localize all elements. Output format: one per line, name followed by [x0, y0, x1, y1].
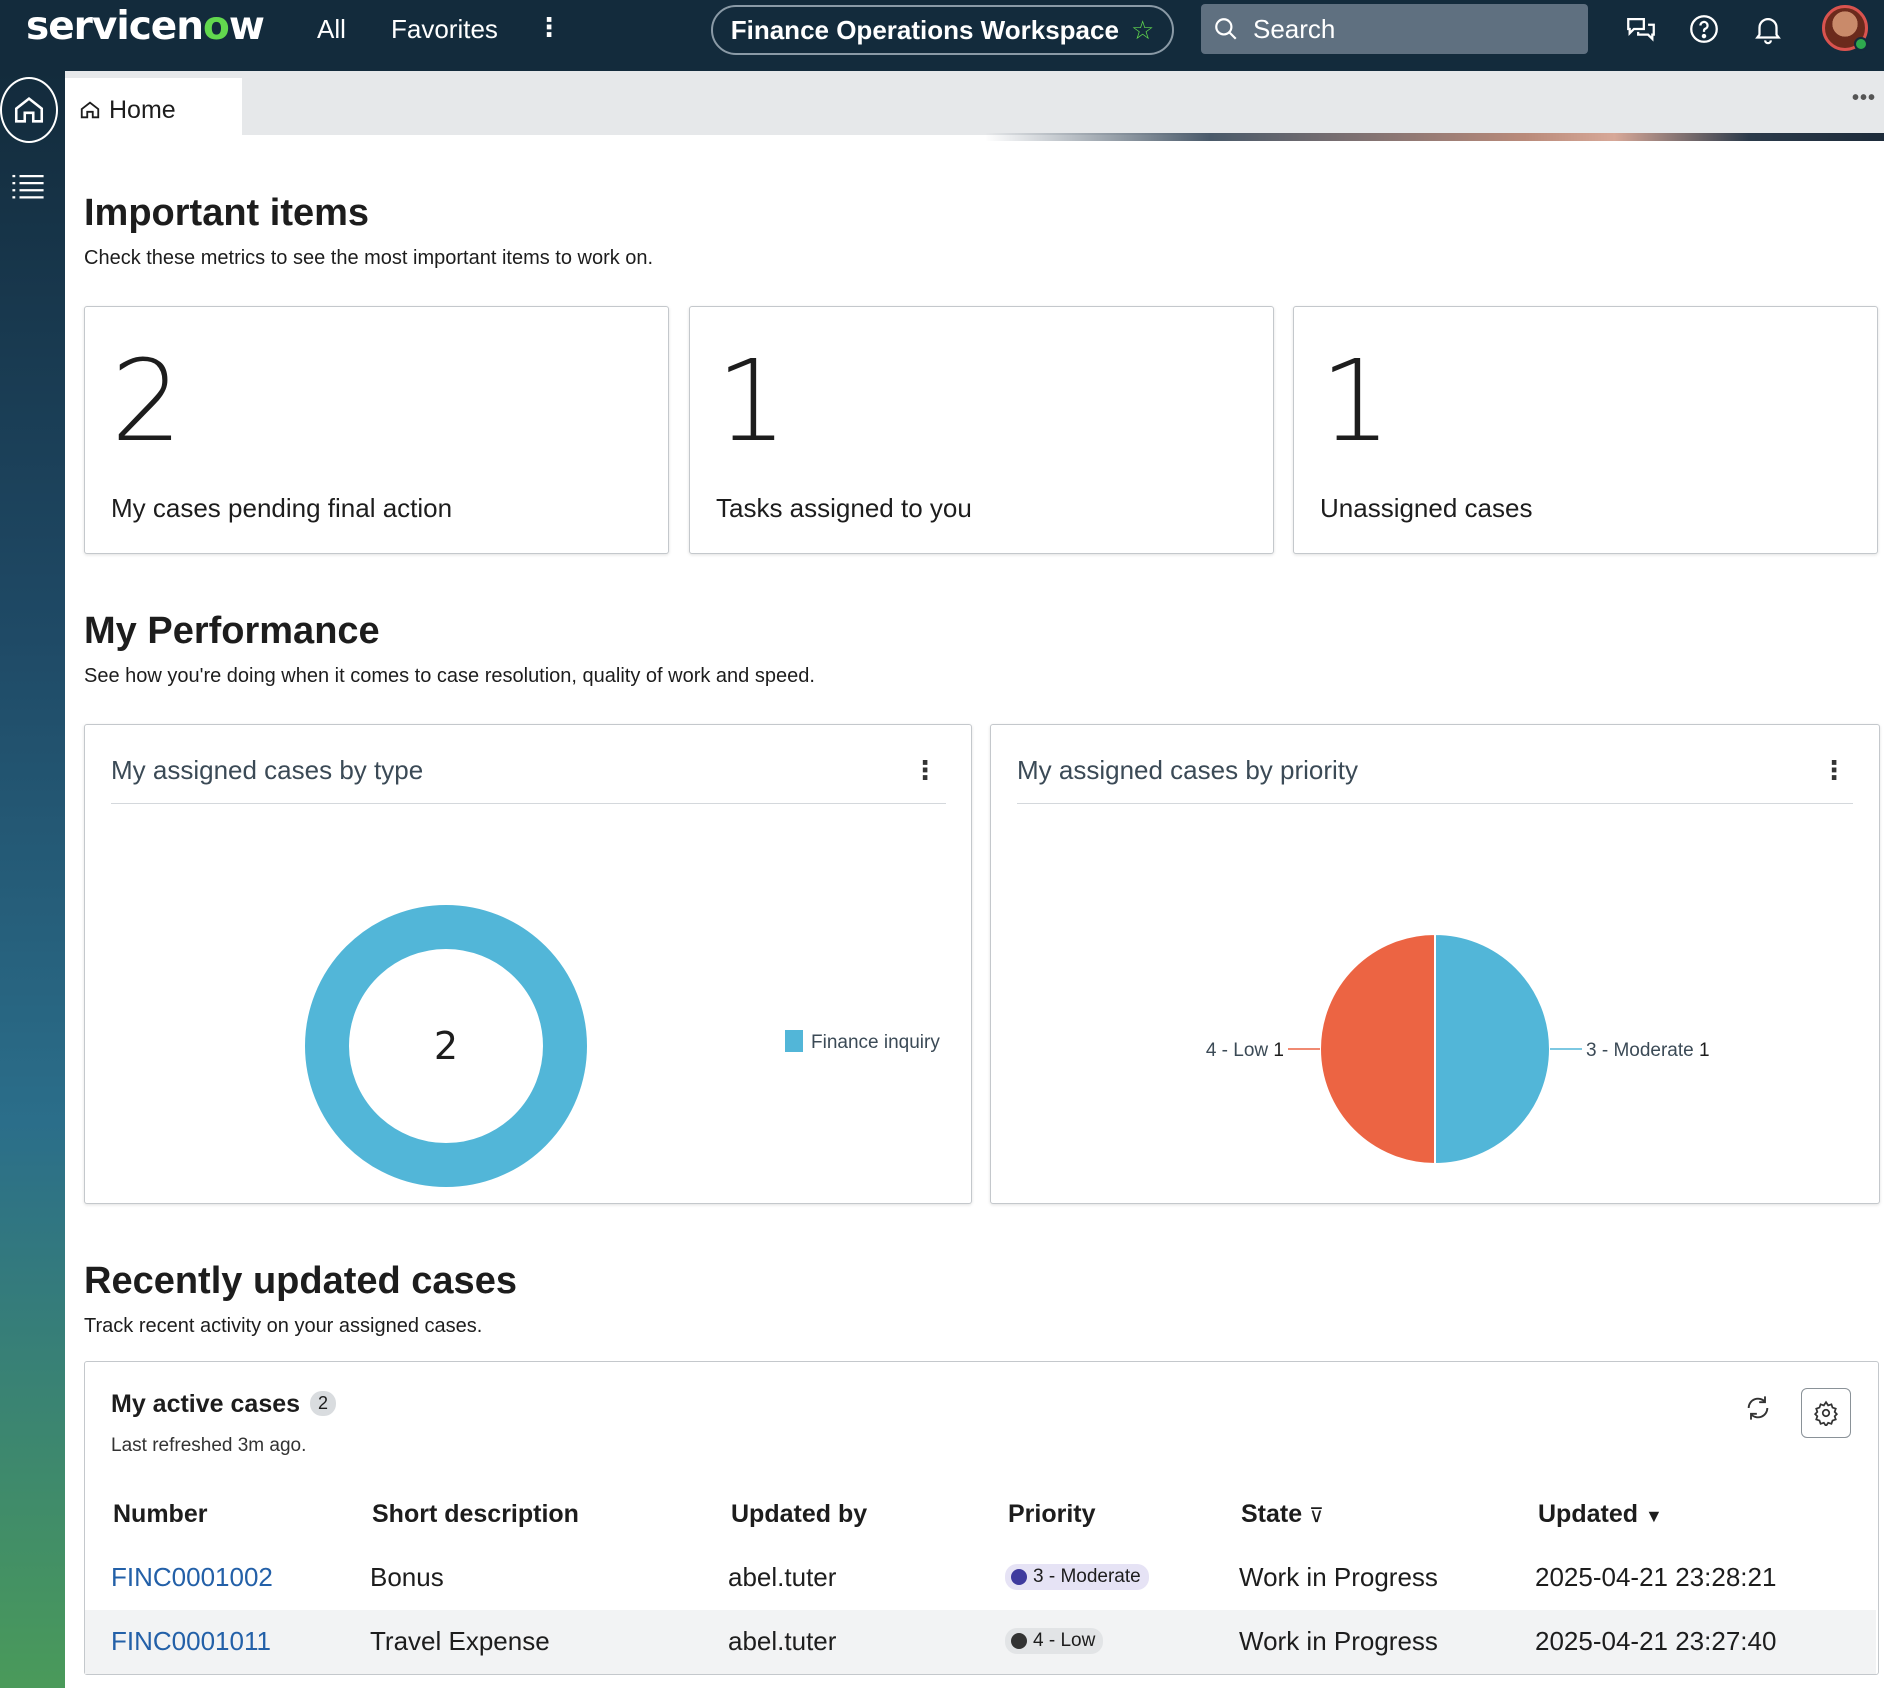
- case-state: Work in Progress: [1239, 1626, 1438, 1656]
- filter-icon[interactable]: ⊽: [1309, 1505, 1324, 1527]
- chart-card-cases-by-type: My assigned cases by type ⋮ 2 Finance inq…: [84, 724, 972, 1204]
- more-menu-icon[interactable]: ⋮: [536, 12, 562, 42]
- all-menu-button[interactable]: All: [317, 14, 346, 44]
- card-divider: [111, 803, 946, 804]
- column-header-updated-by[interactable]: Updated by: [731, 1500, 868, 1528]
- priority-badge: 3 - Moderate: [1005, 1564, 1149, 1590]
- pie-value-label: 1: [1699, 1040, 1710, 1061]
- metric-card-unassigned-cases[interactable]: 1 Unassigned cases: [1293, 306, 1878, 554]
- search-input[interactable]: [1253, 13, 1553, 45]
- priority-badge: 4 - Low: [1005, 1628, 1104, 1654]
- case-state: Work in Progress: [1239, 1562, 1438, 1592]
- hero-banner-strip: [985, 133, 1884, 141]
- help-icon[interactable]: [1687, 12, 1721, 46]
- card-divider: [1017, 803, 1853, 804]
- search-icon: [1215, 18, 1237, 40]
- home-icon: [14, 97, 44, 123]
- priority-dot: [1011, 1633, 1027, 1649]
- column-header-updated[interactable]: Updated ▼: [1538, 1500, 1663, 1528]
- tab-home-label: Home: [109, 95, 176, 124]
- metric-value: 1: [716, 337, 788, 467]
- tab-overflow-menu-icon[interactable]: •••: [1851, 87, 1876, 109]
- notifications-bell-icon[interactable]: [1751, 12, 1785, 46]
- table-row[interactable]: FINC0001002 Bonus abel.tuter 3 - Moderat…: [85, 1546, 1876, 1610]
- home-icon: [80, 101, 100, 119]
- my-performance-subtitle: See how you're doing when it comes to ca…: [84, 665, 815, 687]
- column-header-number[interactable]: Number: [113, 1500, 208, 1528]
- pie-slice: [1319, 932, 1436, 1166]
- tab-home[interactable]: Home: [65, 78, 242, 142]
- case-updated-by: abel.tuter: [728, 1626, 837, 1656]
- workspace-title-pill[interactable]: Finance Operations Workspace ☆: [711, 5, 1174, 55]
- donut-segment: [305, 905, 587, 1187]
- favorites-menu-button[interactable]: Favorites: [391, 14, 498, 44]
- pie-chart: 3 - Moderate 14 - Low 1: [1206, 932, 1710, 1166]
- left-rail: [0, 71, 65, 1688]
- donut-chart: 2 Finance inquiry: [305, 905, 940, 1187]
- priority-dot: [1011, 1569, 1027, 1585]
- table-row[interactable]: FINC0001011 Travel Expense abel.tuter 4 …: [85, 1610, 1876, 1674]
- case-updated-timestamp: 2025-04-21 23:27:40: [1535, 1626, 1777, 1656]
- pie-slice: [1434, 932, 1551, 1166]
- legend-label: Finance inquiry: [811, 1032, 940, 1053]
- pie-category-label: 4 - Low: [1206, 1040, 1274, 1061]
- column-header-priority[interactable]: Priority: [1008, 1500, 1096, 1528]
- list-icon[interactable]: [11, 171, 45, 201]
- case-number-link[interactable]: FINC0001011: [111, 1626, 271, 1656]
- list-count-badge: 2: [310, 1391, 337, 1416]
- case-short-description: Travel Expense: [370, 1626, 550, 1656]
- top-navigation-bar: servicenow All Favorites ⋮ Finance Opera…: [0, 0, 1884, 71]
- chat-icon[interactable]: [1624, 12, 1658, 46]
- last-refreshed-text: Last refreshed 3m ago.: [111, 1435, 307, 1456]
- column-header-state[interactable]: State ⊽: [1241, 1500, 1324, 1528]
- metric-label: Tasks assigned to you: [716, 493, 972, 523]
- case-updated-timestamp: 2025-04-21 23:28:21: [1535, 1562, 1777, 1592]
- pie-data-label: 3 - Moderate 1: [1586, 1040, 1710, 1061]
- chart-card-cases-by-priority: My assigned cases by priority ⋮ 3 - Mode…: [990, 724, 1880, 1204]
- list-settings-button[interactable]: [1801, 1388, 1851, 1438]
- legend-swatch: [785, 1030, 803, 1052]
- chart-menu-icon[interactable]: ⋮: [1821, 755, 1847, 785]
- pie-data-label: 4 - Low 1: [1206, 1040, 1284, 1061]
- list-title: My active cases 2: [111, 1390, 337, 1419]
- important-items-subtitle: Check these metrics to see the most impo…: [84, 247, 654, 269]
- workspace-title: Finance Operations Workspace: [730, 14, 1119, 45]
- gear-icon: [1813, 1400, 1839, 1426]
- servicenow-logo[interactable]: servicenow: [26, 4, 265, 49]
- donut-center-label: 2: [434, 1024, 458, 1068]
- my-active-cases-list: My active cases 2 Last refreshed 3m ago. …: [84, 1361, 1879, 1675]
- metric-label: Unassigned cases: [1320, 493, 1533, 523]
- refresh-icon[interactable]: [1744, 1394, 1772, 1422]
- metric-label: My cases pending final action: [111, 493, 453, 523]
- my-performance-heading: My Performance: [84, 610, 380, 652]
- metric-card-tasks-assigned[interactable]: 1 Tasks assigned to you: [689, 306, 1274, 554]
- rail-home-button[interactable]: [0, 77, 58, 143]
- presence-status-dot: [1854, 37, 1868, 51]
- metric-value: 1: [1320, 337, 1392, 467]
- chart-title: My assigned cases by priority: [1017, 755, 1359, 785]
- recently-updated-subtitle: Track recent activity on your assigned c…: [84, 1315, 483, 1337]
- user-avatar[interactable]: [1822, 5, 1868, 51]
- global-search[interactable]: [1201, 4, 1588, 54]
- metric-value: 2: [111, 337, 183, 467]
- chart-title: My assigned cases by type: [111, 755, 424, 785]
- pie-category-label: 3 - Moderate: [1586, 1040, 1699, 1061]
- recently-updated-heading: Recently updated cases: [84, 1260, 517, 1302]
- case-updated-by: abel.tuter: [728, 1562, 837, 1592]
- important-items-heading: Important items: [84, 192, 370, 234]
- metric-card-pending-final-action[interactable]: 2 My cases pending final action: [84, 306, 669, 554]
- case-short-description: Bonus: [370, 1562, 444, 1592]
- pie-value-label: 1: [1273, 1040, 1284, 1061]
- tab-bar: Home •••: [65, 71, 1884, 142]
- sort-descending-icon: ▼: [1644, 1506, 1663, 1526]
- chart-menu-icon[interactable]: ⋮: [912, 755, 938, 785]
- column-header-short-description[interactable]: Short description: [372, 1500, 579, 1528]
- case-number-link[interactable]: FINC0001002: [111, 1562, 273, 1592]
- favorite-star-icon[interactable]: ☆: [1130, 14, 1155, 45]
